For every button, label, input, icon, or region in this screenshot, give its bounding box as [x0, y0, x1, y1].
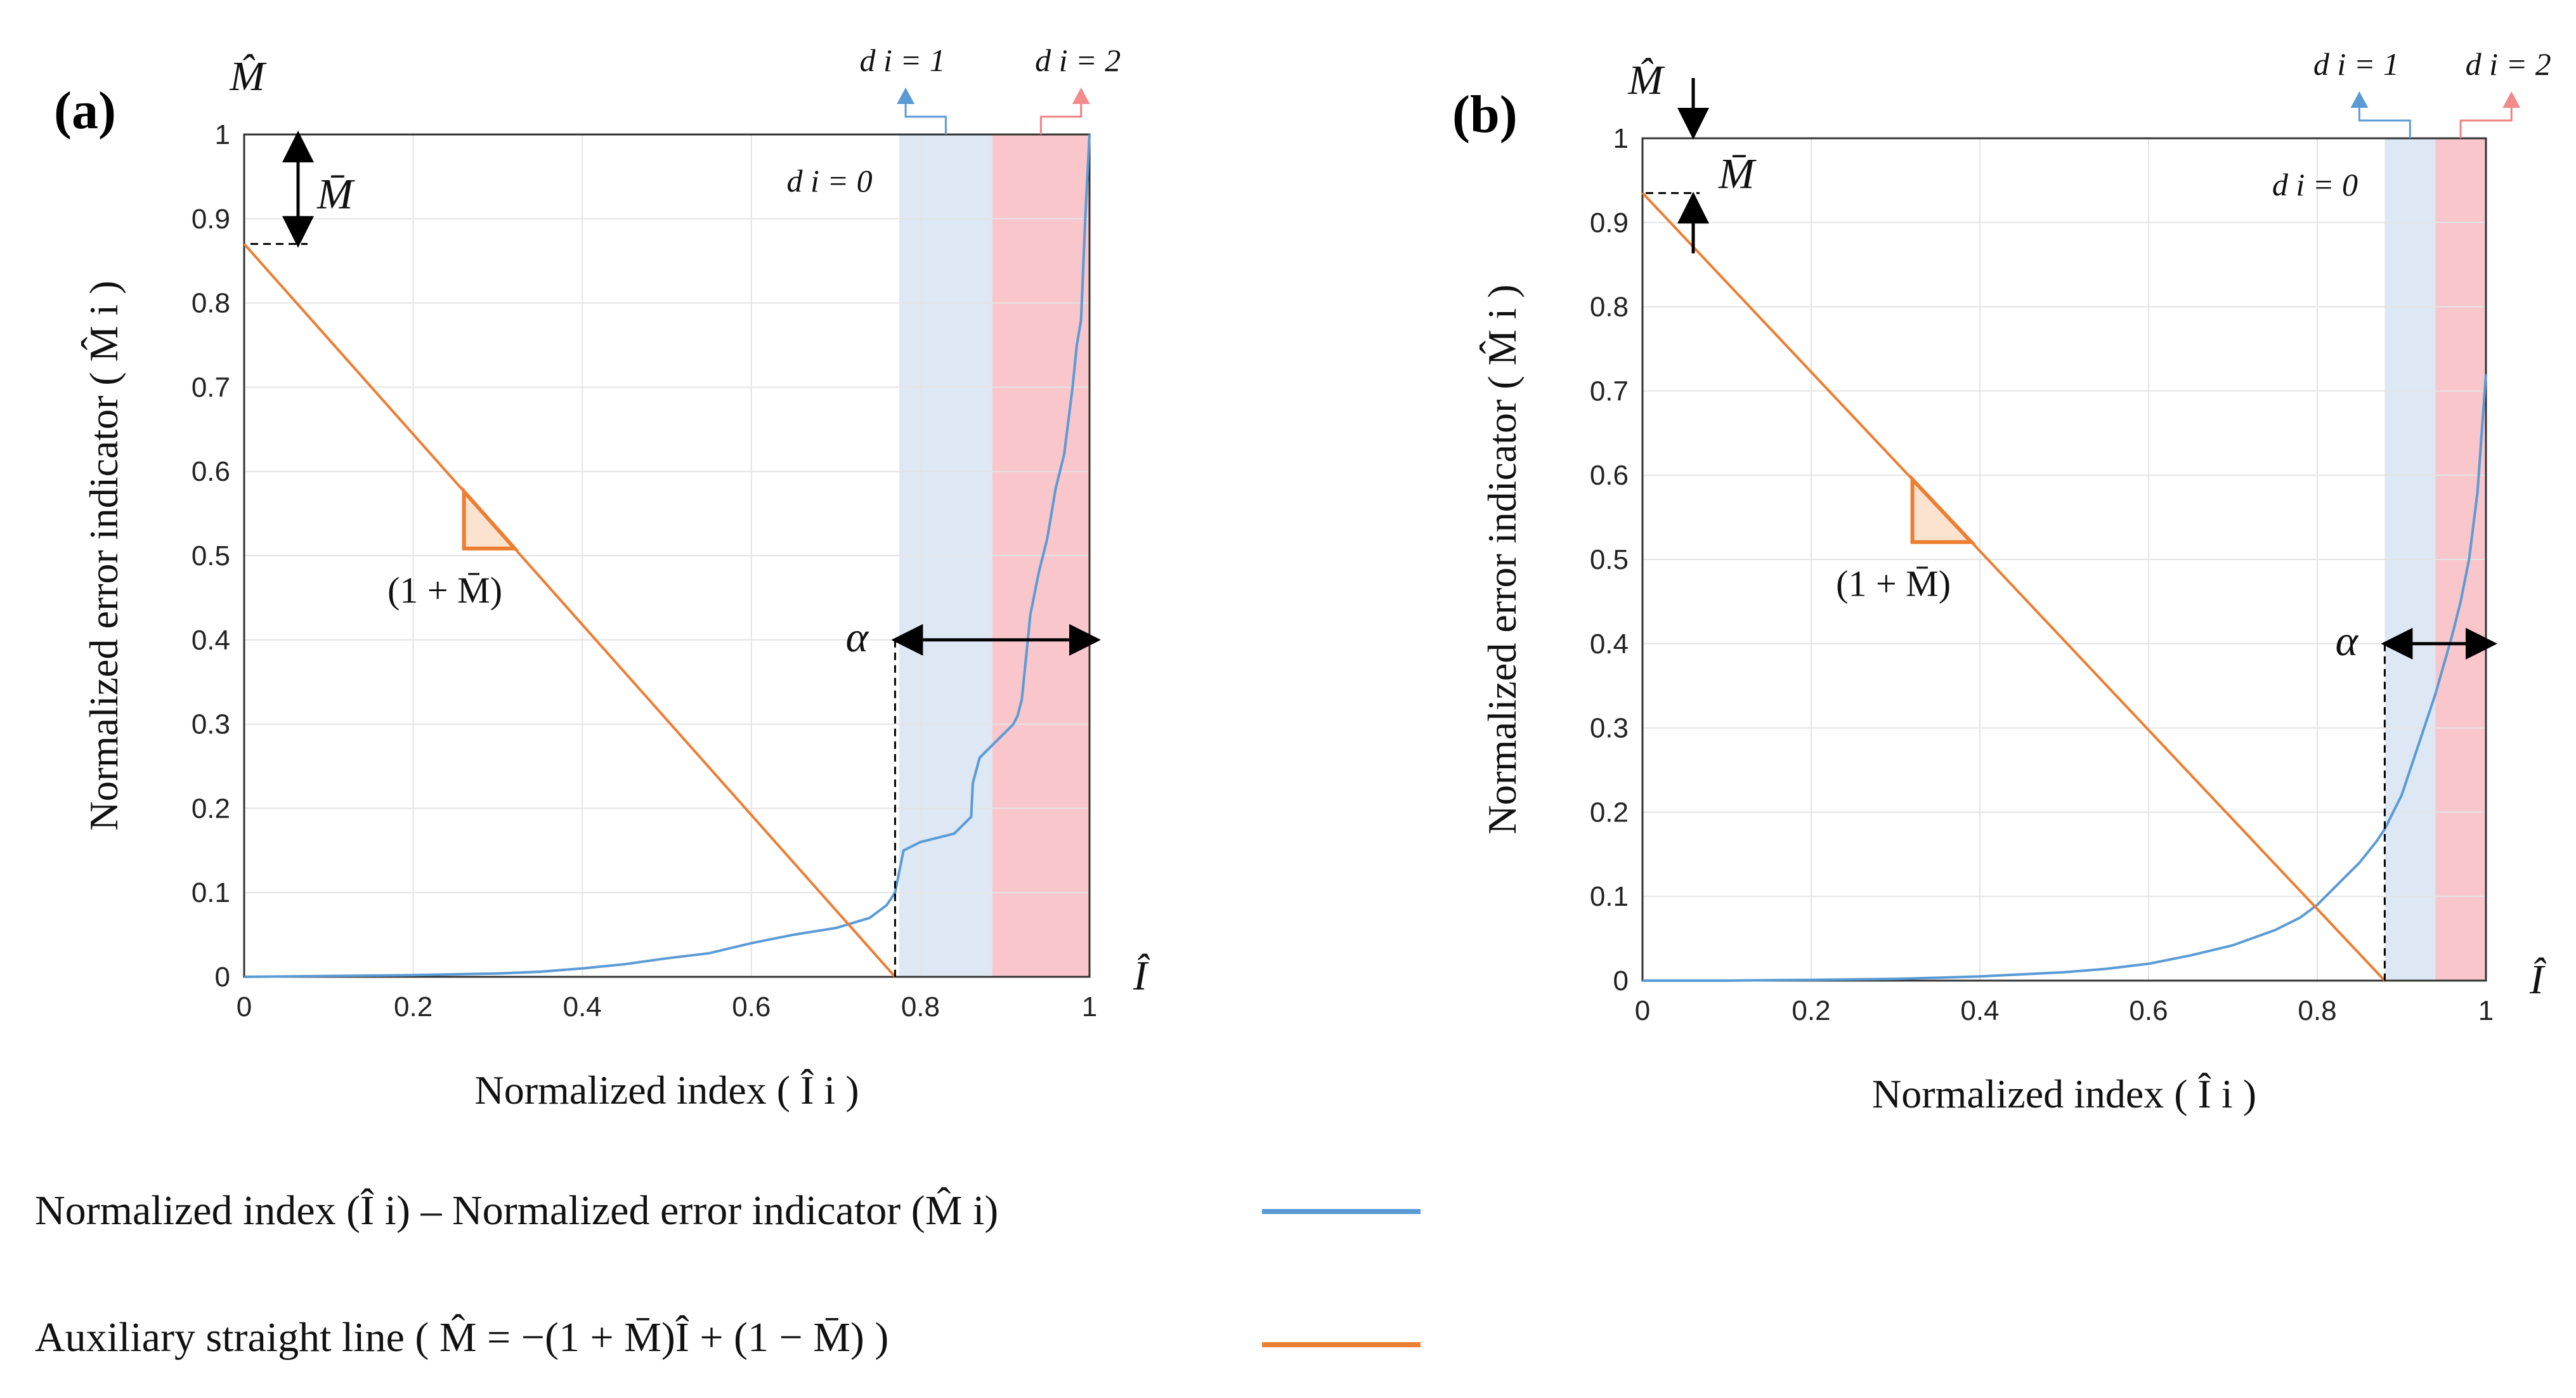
- y-tick-label: 0.7: [1590, 376, 1629, 407]
- y-tick-label: 0.2: [192, 793, 230, 824]
- x-tick-label: 0: [237, 991, 252, 1022]
- x-axis-symbol: Î: [2529, 957, 2547, 1003]
- mbar-label: M̄: [1718, 149, 1757, 197]
- series-auxiliary-line: [1641, 192, 2386, 982]
- bracket-d2: [2459, 108, 2513, 138]
- region-label-d0: d i = 0: [787, 163, 873, 199]
- alpha-label: α: [2336, 617, 2359, 665]
- y-tick-label: 0: [1613, 965, 1629, 996]
- x-tick-label: 0: [1635, 995, 1650, 1026]
- y-tick-label: 0.5: [192, 540, 230, 572]
- y-tick-label: 0.5: [1590, 544, 1629, 575]
- y-tick-label: 0.1: [192, 877, 230, 908]
- y-tick-label: 0.4: [1590, 629, 1629, 660]
- slope-label: (1 + M̄): [1836, 563, 1951, 604]
- arrowhead-d2: [1072, 88, 1090, 104]
- region-label-d0: d i = 0: [2272, 167, 2358, 202]
- x-axis-title: Normalized index ( Î i ): [475, 1068, 859, 1113]
- panel-a: 0 0.2 0.4 0.6 0.8 1 0 0.1 0.2 0.3 0.4 0.5 0.6 0.7 0.8 0…: [54, 42, 1150, 1113]
- panel-b: 0 0.2 0.4 0.6 0.8 1 0 0.1 0.2 0.3 0.4 0.5 0.6 0.7 0.8 0…: [1452, 46, 2551, 1116]
- y-tick-label: 0.6: [192, 456, 230, 487]
- x-tick-label: 0.8: [901, 991, 940, 1022]
- region-label-d1: d i = 1: [860, 42, 946, 78]
- x-tick-label: 0.2: [1792, 995, 1830, 1026]
- series-auxiliary-line: [243, 243, 896, 978]
- grid: [1642, 138, 2487, 981]
- y-axis-symbol: M̂: [1628, 57, 1666, 103]
- series-error-indicator-line: [1643, 374, 2487, 982]
- x-tick-label: 0.6: [2129, 995, 2168, 1026]
- y-tick-label: 0.2: [1590, 797, 1629, 828]
- y-tick-label: 1: [215, 119, 230, 150]
- x-tick-label: 0.4: [1960, 995, 1999, 1026]
- y-tick-label: 0.6: [1590, 460, 1629, 491]
- region-label-d2: d i = 2: [2466, 46, 2551, 82]
- y-tick-label: 0: [215, 962, 230, 993]
- y-axis-title: Normalized error indicator ( M̂ i ): [81, 280, 126, 830]
- legend-entry-2-label: Auxiliary straight line ( M̂ = −(1 + M̄)…: [35, 1314, 888, 1361]
- legend: Normalized index (Î i) – Normalized erro…: [35, 1187, 1421, 1361]
- region-label-d2: d i = 2: [1035, 42, 1121, 78]
- bracket-d1: [2358, 108, 2411, 138]
- x-tick-label: 0.2: [394, 991, 433, 1022]
- region-label-d1: d i = 1: [2313, 46, 2399, 82]
- y-tick-label: 0.9: [192, 204, 230, 235]
- mbar-label: M̄: [316, 169, 355, 218]
- plot-frame: [1641, 137, 2487, 982]
- arrowhead-d1: [2350, 91, 2369, 108]
- slope-triangle: [1910, 474, 1976, 544]
- y-tick-label: 1: [1613, 123, 1629, 154]
- y-tick-label: 0.8: [192, 288, 230, 319]
- y-tick-label: 0.7: [192, 372, 230, 403]
- y-tick-label: 0.8: [1590, 292, 1629, 323]
- y-tick-label: 0.4: [192, 625, 230, 656]
- y-tick-label: 0.3: [192, 709, 230, 740]
- legend-entry-1-label: Normalized index (Î i) – Normalized erro…: [35, 1187, 998, 1234]
- arrowhead-d2: [2502, 91, 2521, 108]
- arrowhead-d1: [897, 88, 915, 104]
- slope-triangle: [462, 486, 519, 551]
- x-tick-label: 0.4: [563, 991, 602, 1022]
- series-error-indicator-line: [244, 134, 1091, 978]
- y-tick-label: 0.3: [1590, 713, 1629, 744]
- bracket-d2: [1039, 104, 1083, 134]
- slope-label: (1 + M̄): [387, 570, 502, 611]
- panel-label: (a): [54, 81, 116, 140]
- x-tick-label: 0.8: [2298, 995, 2336, 1026]
- bracket-d1: [904, 104, 947, 134]
- panel-label: (b): [1452, 85, 1518, 144]
- plot-frame: [243, 133, 1091, 978]
- x-tick-label: 1: [1082, 991, 1097, 1022]
- y-axis-symbol: M̂: [230, 53, 268, 100]
- x-tick-label: 0.6: [732, 991, 771, 1022]
- y-tick-label: 0.9: [1590, 207, 1629, 238]
- x-axis-symbol: Î: [1133, 953, 1150, 999]
- alpha-label: α: [846, 613, 869, 661]
- x-axis-title: Normalized index ( Î i ): [1872, 1071, 2256, 1116]
- y-axis-title: Normalized error indicator ( M̂ i ): [1480, 284, 1525, 834]
- y-tick-label: 0.1: [1590, 881, 1629, 912]
- x-tick-label: 1: [2478, 995, 2494, 1026]
